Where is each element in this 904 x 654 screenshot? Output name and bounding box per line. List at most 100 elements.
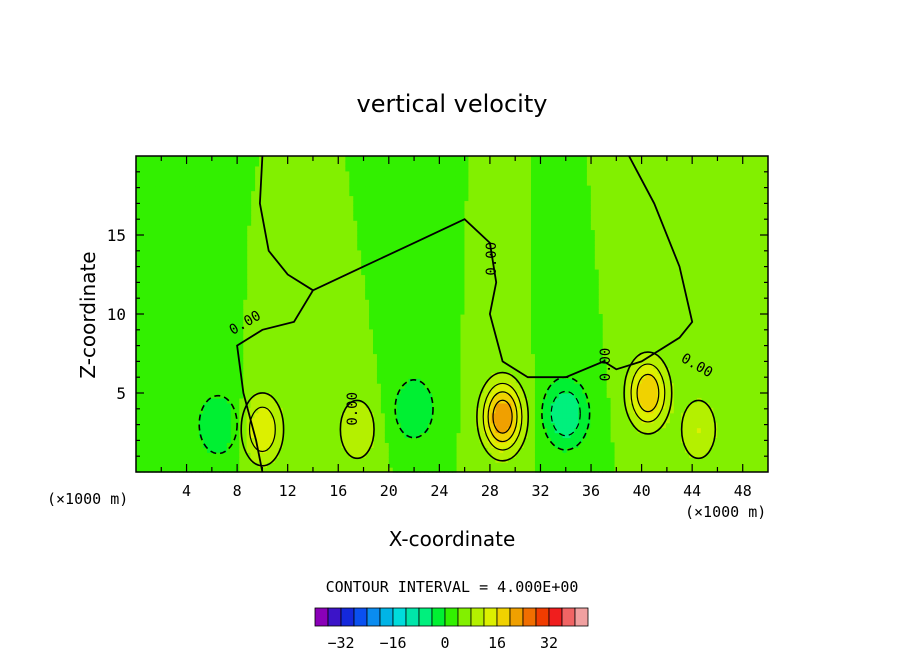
contour-cell [179, 407, 184, 414]
contour-cell [412, 358, 418, 364]
contour-cell [187, 422, 192, 429]
contour-cell [641, 412, 647, 419]
contour-cell [542, 457, 548, 463]
contour-cell [376, 225, 382, 231]
contour-cell [578, 323, 583, 330]
contour-cell [199, 225, 204, 231]
contour-cell [550, 328, 556, 335]
contour-cell [195, 160, 200, 167]
contour-cell [250, 160, 256, 167]
contour-cell [278, 442, 283, 448]
contour-cell [598, 353, 603, 360]
contour-cell [242, 264, 248, 271]
contour-cell [400, 358, 406, 364]
contour-cell [175, 368, 181, 374]
contour-cell [408, 388, 414, 394]
contour-cell [574, 417, 579, 424]
contour-cell [384, 417, 390, 424]
contour-cell [440, 378, 445, 384]
contour-cell [218, 215, 224, 221]
contour-cell [546, 220, 552, 226]
contour-cell [136, 432, 141, 439]
contour-cell [373, 304, 378, 310]
contour-cell [388, 205, 394, 211]
contour-cell [420, 210, 425, 216]
contour-cell [574, 427, 579, 434]
contour-cell [408, 235, 414, 241]
contour-cell [420, 274, 425, 281]
contour-cell [554, 205, 560, 211]
contour-cell [594, 467, 599, 473]
contour-cell [380, 368, 386, 374]
contour-cell [542, 165, 548, 172]
contour-cell [455, 417, 461, 424]
contour-cell [444, 457, 449, 463]
contour-cell [444, 383, 449, 389]
contour-cell [222, 175, 228, 182]
contour-cell [258, 432, 263, 439]
contour-cell [211, 175, 216, 182]
contour-cell [436, 190, 441, 197]
contour-cell [211, 378, 216, 384]
contour-cell [183, 175, 188, 182]
contour-cell [570, 402, 576, 409]
contour-cell [392, 368, 398, 374]
contour-cell [388, 383, 394, 389]
contour-cell [199, 323, 204, 330]
contour-cell [444, 333, 449, 340]
contour-cell [550, 175, 556, 182]
contour-cell [175, 348, 181, 355]
contour-cell [574, 215, 579, 221]
contour-cell [392, 190, 398, 197]
contour-cell [388, 195, 394, 202]
contour-cell [238, 323, 244, 330]
contour-cell [574, 175, 579, 182]
contour-cell [408, 279, 414, 285]
contour-cell [574, 195, 579, 202]
contour-cell [420, 402, 425, 409]
contour-cell [416, 170, 421, 177]
contour-cell [357, 442, 362, 448]
contour-cell [444, 309, 449, 315]
contour-cell [139, 249, 145, 256]
contour-cell [388, 378, 394, 384]
contour-cell [155, 289, 161, 295]
contour-cell [594, 279, 599, 285]
contour-cell [408, 304, 414, 310]
contour-cell [207, 156, 212, 162]
contour-cell [459, 200, 465, 206]
contour-cell [586, 447, 591, 453]
contour-cell [238, 160, 244, 167]
contour-cell [234, 402, 240, 409]
contour-cell [661, 417, 666, 424]
contour-cell [594, 289, 599, 295]
contour-cell [436, 397, 441, 404]
contour-cell [400, 452, 406, 458]
contour-cell [376, 160, 382, 167]
contour-cell [159, 348, 165, 355]
contour-cell [424, 220, 429, 226]
contour-cell [175, 328, 181, 335]
contour-cell [195, 407, 200, 414]
contour-cell [661, 388, 666, 394]
contour-cell [211, 314, 216, 320]
contour-cell [448, 249, 453, 256]
updraft-contour [482, 382, 523, 451]
contour-cell [436, 264, 441, 271]
contour-cell [396, 170, 402, 177]
contour-cell [226, 388, 232, 394]
contour-cell [392, 264, 398, 271]
contour-cell [531, 338, 536, 345]
contour-cell [424, 402, 429, 409]
contour-cell [558, 225, 564, 231]
contour-cell [534, 442, 540, 448]
contour-cell [546, 353, 552, 360]
contour-cell [558, 156, 564, 162]
contour-cell [436, 402, 441, 409]
contour-cell [392, 323, 398, 330]
contour-cell [380, 244, 386, 251]
contour-cell [365, 185, 370, 192]
contour-cell [550, 343, 556, 350]
chart-title: vertical velocity [357, 90, 548, 118]
contour-cell [183, 363, 188, 369]
